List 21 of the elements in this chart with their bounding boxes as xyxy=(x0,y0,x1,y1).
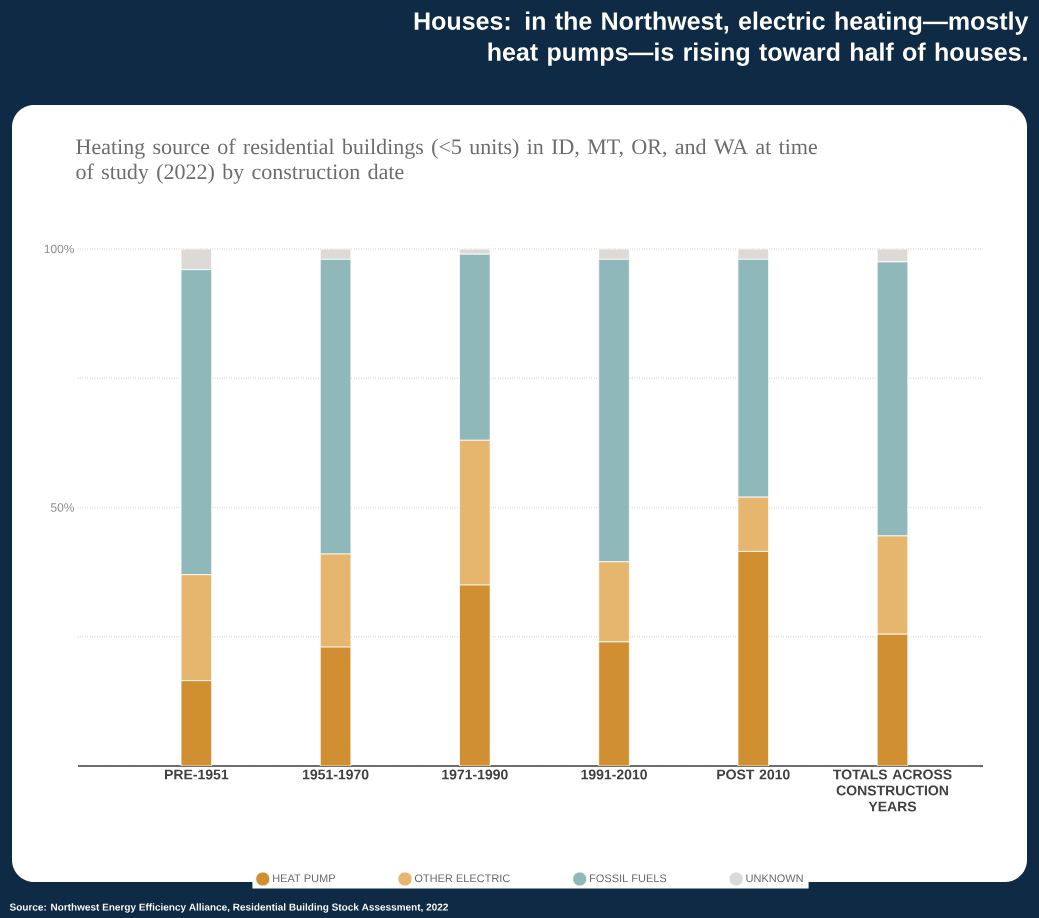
y-tick-label: 100% xyxy=(44,244,75,254)
legend-label: OTHER ELECTRIC xyxy=(414,874,510,883)
x-tick-label: 1971-1990 xyxy=(442,769,508,780)
bar xyxy=(737,551,769,766)
x-tick-label: 1951-1970 xyxy=(302,769,369,780)
chart-title: Houses: in the Northwest, electric heating—mostly heat pumps—is rising toward half of houses. xyxy=(414,11,1029,66)
bar xyxy=(319,646,352,766)
bar xyxy=(459,584,491,766)
legend-label: HEAT PUMP xyxy=(273,874,335,883)
bar xyxy=(180,680,213,766)
x-tick-label: TOTALS ACROSS CONSTRUCTION YEARS xyxy=(833,769,952,812)
chart-subtitle: Heating source of residential buildings (<5 units) in ID, MT, OR, and WA at time of study (2022) by construction date xyxy=(76,138,817,184)
legend-label: UNKNOWN xyxy=(746,874,803,883)
x-tick-label: PRE-1951 xyxy=(165,769,229,780)
x-tick-label: POST 2010 xyxy=(717,769,790,780)
bar xyxy=(876,633,909,766)
bar xyxy=(598,641,630,766)
legend-label: FOSSIL FUELS xyxy=(590,874,667,883)
x-tick-label: 1991-2010 xyxy=(581,769,647,780)
source-note: Source: Northwest Energy Efficiency Alliance, Residential Building Stock Assessment, 2022 xyxy=(9,903,448,913)
y-tick-label: 50% xyxy=(50,503,75,512)
